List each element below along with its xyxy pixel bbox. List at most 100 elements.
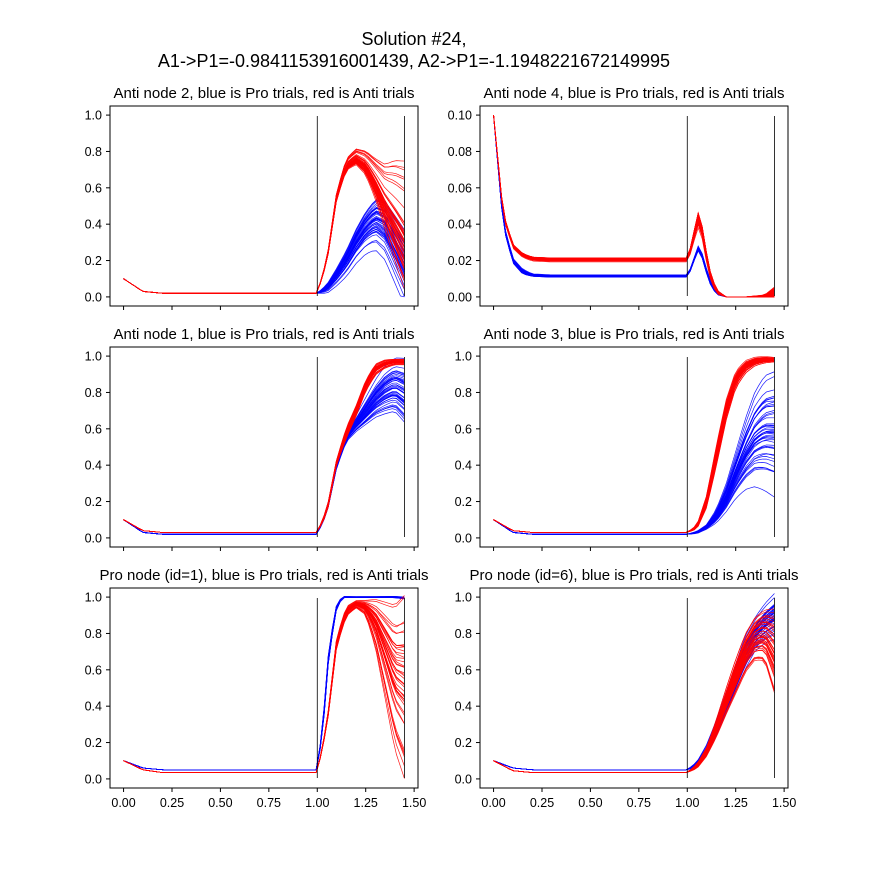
- trace-anti: [123, 160, 405, 294]
- trace-anti: [493, 115, 775, 298]
- trace-anti: [123, 601, 405, 773]
- trace-pro: [123, 596, 405, 771]
- trace-anti: [493, 115, 775, 298]
- trace-pro: [123, 596, 405, 771]
- trace-pro: [123, 596, 405, 771]
- subplot-title: Anti node 2, blue is Pro trials, red is …: [114, 85, 415, 102]
- trace-anti: [123, 604, 405, 773]
- trace-pro: [123, 596, 405, 771]
- trace-anti: [493, 115, 775, 298]
- trace-anti: [493, 634, 775, 773]
- figure-title-line2: A1->P1=-0.9841153916001439, A2->P1=-1.19…: [158, 51, 670, 71]
- trace-anti: [493, 115, 775, 298]
- trace-pro: [493, 115, 775, 298]
- x-tick-label: 0.25: [160, 796, 184, 810]
- trace-anti: [493, 115, 775, 298]
- trace-pro: [123, 218, 405, 294]
- trace-anti: [123, 603, 405, 773]
- trace-anti: [493, 639, 775, 773]
- x-tick-label: 1.00: [675, 796, 699, 810]
- trace-anti: [493, 632, 775, 773]
- trace-pro: [493, 115, 775, 298]
- trace-anti: [493, 115, 775, 298]
- trace-pro: [123, 596, 405, 771]
- subplot-title: Pro node (id=6), blue is Pro trials, red…: [470, 567, 799, 584]
- y-tick-label: 0.8: [85, 386, 102, 400]
- subplot-anti-node-4: Anti node 4, blue is Pro trials, red is …: [448, 85, 789, 310]
- x-tick-label: 1.00: [305, 796, 329, 810]
- trace-pro: [493, 115, 775, 298]
- trace-anti: [123, 358, 405, 533]
- trace-anti: [123, 602, 405, 773]
- trace-anti: [123, 362, 405, 533]
- trace-pro: [493, 115, 775, 298]
- y-tick-label: 0.0: [85, 772, 102, 786]
- x-tick-label: 0.50: [208, 796, 232, 810]
- trace-anti: [493, 115, 775, 298]
- trace-pro: [123, 596, 405, 771]
- trace-anti: [493, 636, 775, 773]
- trace-anti: [493, 115, 775, 298]
- trace-pro: [123, 597, 405, 771]
- trace-pro: [493, 115, 775, 298]
- trace-anti: [493, 115, 775, 298]
- trace-pro: [493, 115, 775, 298]
- x-tick-label: 0.50: [578, 796, 602, 810]
- trace-anti: [493, 646, 775, 773]
- trace-anti: [493, 115, 775, 298]
- x-tick-label: 1.50: [402, 796, 426, 810]
- trace-anti: [493, 115, 775, 298]
- trace-pro: [123, 597, 405, 771]
- trace-pro: [493, 115, 775, 298]
- trace-pro: [123, 596, 405, 771]
- trace-pro: [493, 115, 775, 298]
- y-tick-label: 0.6: [85, 181, 102, 195]
- trace-anti: [493, 636, 775, 773]
- trace-anti: [493, 115, 775, 298]
- subplot-title: Pro node (id=1), blue is Pro trials, red…: [100, 567, 429, 584]
- trace-pro: [123, 408, 405, 535]
- trace-anti: [493, 115, 775, 298]
- trace-anti: [493, 115, 775, 298]
- trace-pro: [123, 596, 405, 771]
- trace-anti: [493, 645, 775, 773]
- trace-pro: [123, 596, 405, 771]
- trace-pro: [123, 596, 405, 771]
- trace-pro: [493, 115, 775, 298]
- subplot-title: Anti node 1, blue is Pro trials, red is …: [114, 326, 415, 343]
- trace-anti: [123, 603, 405, 773]
- trace-anti: [123, 601, 405, 773]
- trace-anti: [123, 603, 405, 773]
- trace-anti: [493, 115, 775, 298]
- trace-anti: [123, 603, 405, 773]
- trace-anti: [123, 606, 405, 773]
- trace-anti: [123, 360, 405, 533]
- y-tick-label: 0.6: [85, 422, 102, 436]
- x-tick-label: 0.00: [111, 796, 135, 810]
- trace-pro: [493, 115, 775, 298]
- trace-pro: [123, 406, 405, 535]
- trace-anti: [123, 361, 405, 533]
- trace-pro: [123, 377, 405, 535]
- y-tick-label: 1.0: [455, 350, 472, 364]
- trace-anti: [493, 647, 775, 773]
- trace-anti: [123, 602, 405, 773]
- trace-anti: [123, 361, 405, 533]
- trace-anti: [493, 115, 775, 298]
- trace-pro: [123, 596, 405, 771]
- trace-anti: [493, 115, 775, 298]
- trace-pro: [123, 596, 405, 771]
- trace-anti: [123, 603, 405, 773]
- trace-anti: [123, 603, 405, 773]
- y-tick-label: 1.0: [85, 350, 102, 364]
- trace-anti: [123, 606, 405, 773]
- trace-pro: [493, 115, 775, 298]
- x-tick-label: 0.75: [257, 796, 281, 810]
- y-tick-label: 0.2: [85, 254, 102, 268]
- trace-pro: [493, 115, 775, 298]
- trace-pro: [123, 200, 405, 294]
- trace-anti: [123, 360, 405, 533]
- y-tick-label: 0.4: [85, 700, 102, 714]
- trace-pro: [493, 115, 775, 298]
